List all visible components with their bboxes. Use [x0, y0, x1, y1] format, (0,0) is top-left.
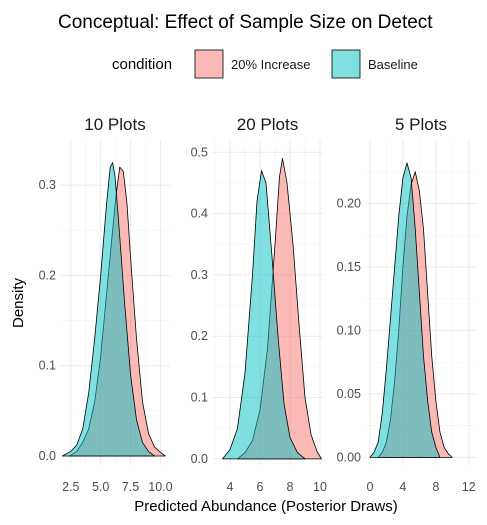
facet-label-5-plots: 5 Plots — [395, 115, 447, 134]
y-tick-label: 0.3 — [39, 178, 56, 192]
y-tick-label: 0.3 — [191, 268, 208, 282]
x-tick-label: 10 — [313, 480, 327, 494]
x-tick-label: 4 — [227, 480, 234, 494]
y-tick-label: 0.0 — [39, 449, 56, 463]
y-tick-label: 0.2 — [39, 268, 56, 282]
y-tick-label: 0.10 — [337, 323, 361, 337]
x-axis-title: Predicted Abundance (Posterior Draws) — [134, 498, 397, 515]
x-tick-label: 12 — [462, 480, 476, 494]
x-tick-label: 2.5 — [62, 480, 79, 494]
x-tick-label: 8 — [287, 480, 294, 494]
y-tick-label: 0.05 — [337, 387, 361, 401]
legend-label-20pct-increase: 20% Increase — [231, 57, 311, 72]
legend: condition 20% Increase Baseline — [112, 49, 418, 79]
y-axis-title: Density — [10, 277, 27, 328]
y-tick-label: 0.00 — [337, 450, 361, 464]
y-tick-label: 0.4 — [191, 207, 208, 221]
y-tick-label: 0.1 — [191, 391, 208, 405]
panel-10-plots: 2.5 5.0 7.5 10.0 0.0 0.1 0.2 0.3 10 Plots — [39, 115, 173, 494]
y-tick-label: 0.5 — [191, 145, 208, 159]
y-tick-label: 0.20 — [337, 196, 361, 210]
facet-label-20-plots: 20 Plots — [237, 115, 298, 134]
y-tick-label: 0.2 — [191, 329, 208, 343]
legend-key-baseline — [331, 49, 361, 79]
x-tick-label: 7.5 — [122, 480, 139, 494]
y-tick-label: 0.1 — [39, 359, 56, 373]
panel-20-plots: 4 6 8 10 0.0 0.1 0.2 0.3 0.4 0.5 20 Plots — [191, 115, 327, 494]
y-tick-label: 0.0 — [191, 452, 208, 466]
chart-title: Conceptual: Effect of Sample Size on Det… — [58, 12, 433, 33]
x-tick-label: 0 — [366, 480, 373, 494]
x-tick-label: 5.0 — [92, 480, 109, 494]
density-area-baseline — [222, 170, 306, 460]
panel-5-plots: 0 4 8 12 0.00 0.05 0.10 0.15 0.20 5 Plots — [337, 115, 477, 494]
legend-key-20pct-increase — [194, 49, 224, 79]
x-tick-label: 10.0 — [148, 480, 172, 494]
density-area-baseline — [369, 162, 441, 458]
y-tick-label: 0.15 — [337, 260, 361, 274]
x-tick-label: 8 — [432, 480, 439, 494]
facet-panels: 2.5 5.0 7.5 10.0 0.0 0.1 0.2 0.3 10 Plots 4 6 8 10 0.… — [39, 115, 477, 494]
legend-label-baseline: Baseline — [368, 57, 418, 72]
facet-label-10-plots: 10 Plots — [84, 115, 145, 134]
x-tick-label: 4 — [399, 480, 406, 494]
density-area-baseline — [61, 162, 155, 457]
legend-title: condition — [112, 56, 172, 73]
x-tick-label: 6 — [257, 480, 264, 494]
